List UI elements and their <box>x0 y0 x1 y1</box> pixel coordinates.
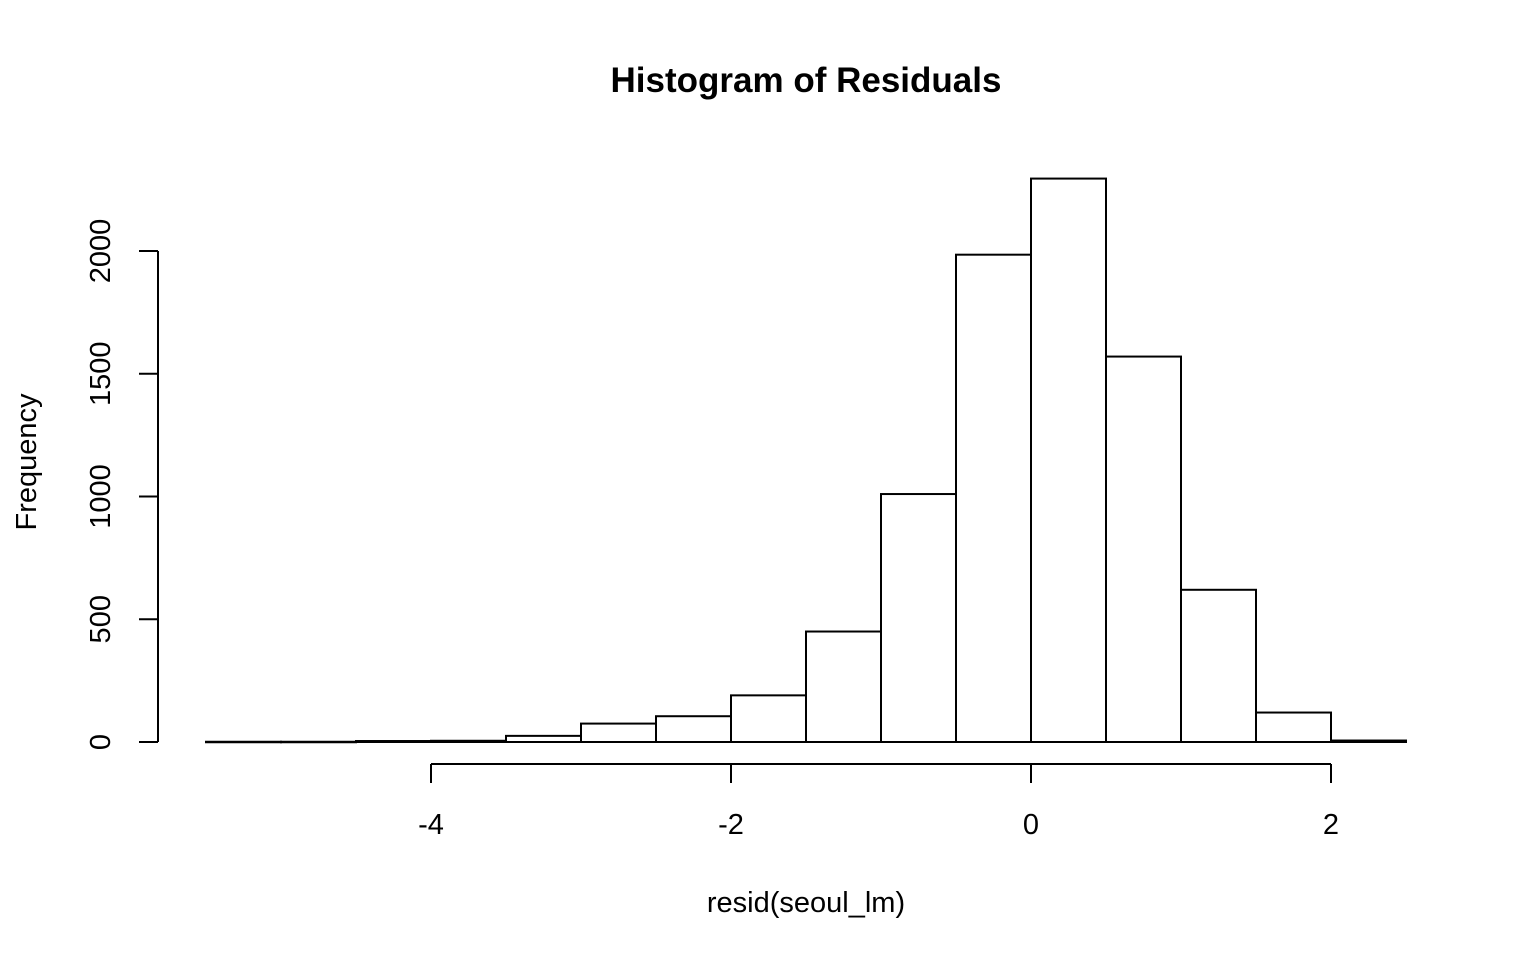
y-tick-label: 0 <box>85 734 117 750</box>
histogram-bar <box>1030 177 1107 743</box>
x-tick-label: -2 <box>718 809 744 841</box>
histogram-bar <box>430 739 507 744</box>
histogram-bar <box>655 715 732 743</box>
x-tick-label: -4 <box>418 809 444 841</box>
x-tick-label: 2 <box>1323 809 1339 841</box>
histogram-bar <box>205 740 282 744</box>
y-axis-label: Frequency <box>11 393 43 531</box>
y-tick-label: 2000 <box>85 219 117 284</box>
histogram-bar <box>1330 739 1407 743</box>
histogram-bar <box>1255 711 1332 743</box>
histogram-bar <box>580 722 657 744</box>
histogram-bar <box>805 630 882 744</box>
histogram-bar <box>1180 588 1257 743</box>
histogram-bar <box>880 493 957 744</box>
y-tick-label: 1000 <box>85 464 117 529</box>
x-axis-label: resid(seoul_lm) <box>707 887 905 919</box>
y-axis: 0 500 1000 1500 2000 <box>85 219 159 750</box>
chart-title: Histogram of Residuals <box>611 61 1002 100</box>
bars-group <box>205 177 1407 744</box>
histogram-bar <box>280 740 357 744</box>
histogram-bar <box>1105 355 1182 743</box>
histogram-bar <box>730 694 807 743</box>
x-tick-label: 0 <box>1023 809 1039 841</box>
histogram-bar <box>505 734 582 743</box>
histogram-bar <box>355 740 432 744</box>
x-axis: -4 -2 0 2 <box>418 763 1339 841</box>
y-tick-label: 1500 <box>85 341 117 406</box>
histogram-bar <box>955 253 1032 743</box>
y-tick-label: 500 <box>85 595 117 643</box>
